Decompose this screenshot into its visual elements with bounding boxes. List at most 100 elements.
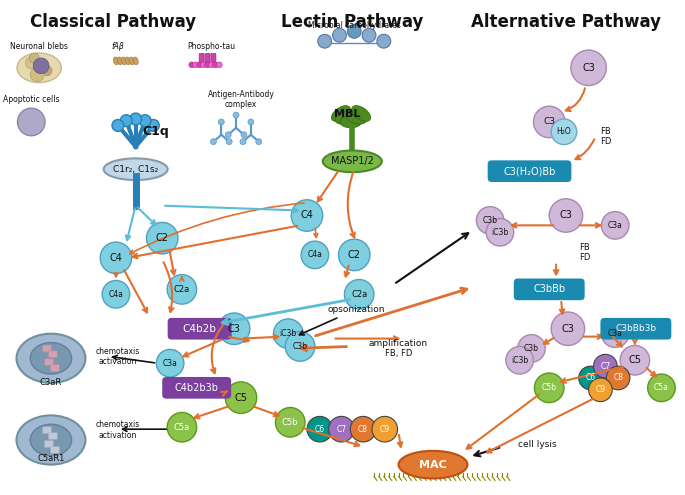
FancyBboxPatch shape xyxy=(51,446,60,453)
FancyArrowPatch shape xyxy=(138,207,155,225)
Ellipse shape xyxy=(121,57,127,65)
FancyArrowPatch shape xyxy=(512,223,553,228)
Text: C4: C4 xyxy=(110,253,123,263)
Text: C7: C7 xyxy=(600,362,610,371)
FancyArrowPatch shape xyxy=(301,345,347,351)
Text: C2: C2 xyxy=(155,233,169,243)
Circle shape xyxy=(534,373,564,402)
FancyArrowPatch shape xyxy=(575,139,595,159)
Text: C4a: C4a xyxy=(108,290,123,299)
FancyArrowPatch shape xyxy=(580,223,600,228)
Text: FD: FD xyxy=(579,253,590,262)
Circle shape xyxy=(345,280,374,309)
Text: Lectin Pathway: Lectin Pathway xyxy=(281,12,423,31)
FancyArrowPatch shape xyxy=(303,428,359,446)
Text: C5a: C5a xyxy=(174,423,190,432)
Ellipse shape xyxy=(16,415,86,465)
Circle shape xyxy=(100,242,132,274)
Text: C2a: C2a xyxy=(174,285,190,294)
Circle shape xyxy=(42,66,52,76)
Text: C1q: C1q xyxy=(142,125,169,138)
Circle shape xyxy=(208,62,214,68)
Text: C5b: C5b xyxy=(282,418,299,427)
Circle shape xyxy=(588,378,612,401)
Text: C1r₂, C1s₂: C1r₂, C1s₂ xyxy=(113,165,158,174)
FancyArrowPatch shape xyxy=(396,233,468,283)
FancyBboxPatch shape xyxy=(45,359,53,366)
Circle shape xyxy=(593,354,617,378)
Text: iC3b: iC3b xyxy=(511,356,528,365)
FancyArrowPatch shape xyxy=(123,427,166,432)
Text: chemotaxis
activation: chemotaxis activation xyxy=(96,420,140,440)
Text: C6: C6 xyxy=(586,373,596,383)
Circle shape xyxy=(338,239,370,271)
Circle shape xyxy=(347,24,361,38)
FancyBboxPatch shape xyxy=(514,279,585,300)
Text: C3: C3 xyxy=(543,117,556,126)
Circle shape xyxy=(506,346,534,374)
FancyBboxPatch shape xyxy=(211,53,216,64)
Text: C3b: C3b xyxy=(483,216,497,225)
FancyArrowPatch shape xyxy=(221,392,227,396)
Text: MAC: MAC xyxy=(419,460,447,470)
Text: opsonization: opsonization xyxy=(327,304,385,313)
Circle shape xyxy=(307,416,333,442)
FancyArrowPatch shape xyxy=(211,323,225,373)
Ellipse shape xyxy=(323,150,382,172)
Circle shape xyxy=(601,211,629,239)
Text: C5: C5 xyxy=(234,393,247,402)
Ellipse shape xyxy=(345,111,366,124)
Text: MBL: MBL xyxy=(334,109,360,119)
Text: C3aR: C3aR xyxy=(40,378,62,388)
FancyArrowPatch shape xyxy=(124,270,147,312)
FancyArrowPatch shape xyxy=(348,172,355,238)
Circle shape xyxy=(25,57,37,69)
Circle shape xyxy=(372,416,397,442)
Text: C3b: C3b xyxy=(524,344,539,353)
Ellipse shape xyxy=(340,116,362,128)
Ellipse shape xyxy=(332,105,350,121)
Text: MASP1/2: MASP1/2 xyxy=(331,156,374,166)
Circle shape xyxy=(201,62,207,68)
Circle shape xyxy=(518,335,545,362)
FancyBboxPatch shape xyxy=(49,433,58,440)
FancyArrowPatch shape xyxy=(561,367,623,383)
Text: C3: C3 xyxy=(582,63,595,73)
Text: C3: C3 xyxy=(227,324,240,334)
Circle shape xyxy=(333,28,347,42)
Circle shape xyxy=(30,68,44,82)
Text: iC3b: iC3b xyxy=(279,329,297,338)
Text: amplification: amplification xyxy=(369,339,428,348)
FancyArrowPatch shape xyxy=(244,335,278,339)
Text: FD: FD xyxy=(601,137,612,146)
FancyBboxPatch shape xyxy=(488,160,571,182)
Circle shape xyxy=(197,62,203,68)
FancyBboxPatch shape xyxy=(205,53,210,64)
Circle shape xyxy=(147,119,160,131)
Circle shape xyxy=(248,119,254,125)
Circle shape xyxy=(620,346,649,375)
FancyBboxPatch shape xyxy=(49,351,58,358)
Circle shape xyxy=(210,139,216,145)
Circle shape xyxy=(301,241,329,269)
Circle shape xyxy=(192,62,199,68)
Circle shape xyxy=(486,218,514,246)
Circle shape xyxy=(286,332,315,361)
FancyArrowPatch shape xyxy=(170,251,175,275)
FancyArrowPatch shape xyxy=(114,272,118,277)
FancyBboxPatch shape xyxy=(168,318,232,340)
Text: C3: C3 xyxy=(562,324,574,334)
Circle shape xyxy=(219,313,250,345)
Circle shape xyxy=(18,108,45,136)
Circle shape xyxy=(551,312,585,346)
FancyArrowPatch shape xyxy=(566,88,585,111)
Circle shape xyxy=(219,119,224,125)
Circle shape xyxy=(216,62,223,68)
Text: fAβ: fAβ xyxy=(112,42,124,50)
FancyArrowPatch shape xyxy=(195,406,229,418)
FancyArrowPatch shape xyxy=(584,335,602,339)
Text: C4a: C4a xyxy=(308,250,322,259)
Ellipse shape xyxy=(335,111,356,124)
Text: Apoptotic cells: Apoptotic cells xyxy=(3,95,60,104)
Text: cell lysis: cell lysis xyxy=(518,441,557,449)
